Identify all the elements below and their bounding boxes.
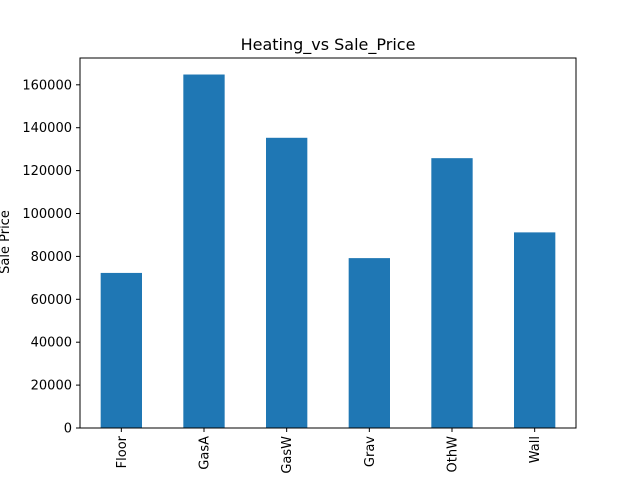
y-tick-label: 160000 [22, 78, 72, 93]
plot-frame [79, 57, 577, 429]
bar-othw [431, 158, 473, 429]
y-tick-label: 40000 [31, 336, 72, 351]
y-tick-label: 80000 [31, 250, 72, 265]
bar-wall [514, 232, 556, 428]
bar-gasw [266, 137, 308, 429]
bar-grav [348, 258, 390, 428]
chart-title: Heating_vs Sale_Price [241, 35, 416, 55]
y-tick-label: 120000 [22, 164, 72, 179]
x-tick-label: OthW [446, 436, 461, 473]
y-tick-label: 0 [64, 422, 72, 437]
y-tick-label: 140000 [22, 121, 72, 136]
y-tick-label: 20000 [31, 379, 72, 394]
ticks-group: Floor GasA GasW Grav OthW Wall 0 20000 40000 6000… [22, 78, 543, 473]
y-tick-label: 100000 [22, 207, 72, 222]
x-tick-label: Grav [363, 436, 378, 467]
bar-gasa [183, 74, 225, 429]
bar-floor [100, 272, 142, 428]
y-axis-label: Sale Price [0, 210, 13, 274]
bars-group [100, 74, 556, 429]
y-tick-label: 60000 [31, 293, 72, 308]
x-tick-label: Floor [115, 435, 130, 468]
x-tick-label: Wall [528, 436, 543, 463]
x-tick-label: GasA [198, 436, 213, 470]
x-tick-label: GasW [280, 436, 295, 474]
